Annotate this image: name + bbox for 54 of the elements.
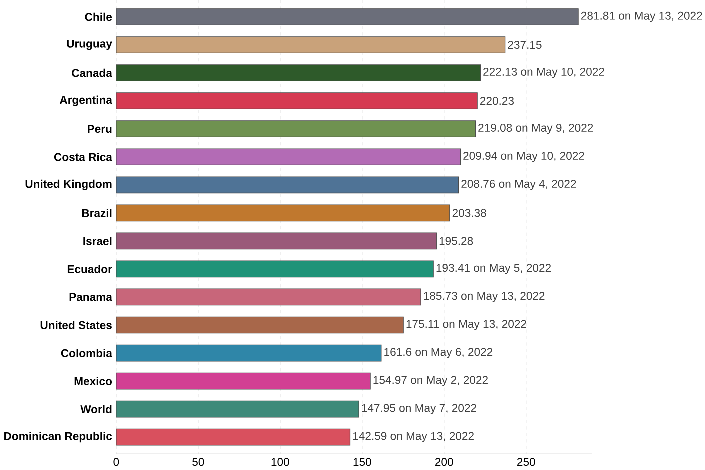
data-label: 219.08 on May 9, 2022: [478, 124, 594, 134]
data-label: 147.95 on May 7, 2022: [362, 404, 476, 414]
x-tick-label: 100: [272, 458, 290, 466]
y-tick-label: Dominican Republic: [4, 432, 112, 443]
bar: [116, 372, 371, 390]
y-tick-label: Israel: [84, 237, 112, 246]
y-tick-label: Costa Rica: [54, 153, 112, 162]
data-label: 161.6 on May 6, 2022: [384, 348, 493, 358]
x-tick-label: 50: [192, 458, 204, 466]
y-tick-label: United States: [40, 321, 112, 330]
data-label: 195.28: [440, 237, 474, 246]
y-tick-label: Colombia: [61, 349, 113, 358]
y-tick-label: Canada: [72, 68, 113, 78]
bar: [116, 92, 478, 110]
x-tick-label: 250: [518, 458, 536, 466]
bar: [116, 148, 462, 166]
bar: [116, 8, 579, 26]
y-tick-label: World: [80, 405, 112, 414]
y-tick-label: Mexico: [74, 377, 112, 386]
x-tick-label: 200: [436, 458, 454, 466]
bar: [116, 204, 450, 222]
y-tick-label: Chile: [85, 12, 112, 22]
bar: [116, 64, 481, 82]
data-label: 209.94 on May 10, 2022: [464, 152, 584, 162]
x-tick-label: 0: [114, 458, 120, 466]
data-label: 175.11 on May 13, 2022: [406, 320, 526, 330]
bar: [116, 36, 506, 54]
data-label: 154.97 on May 2, 2022: [374, 376, 488, 386]
bar: [116, 316, 404, 334]
data-label: 222.13 on May 10, 2022: [484, 68, 604, 78]
bar: [116, 120, 476, 138]
bar: [116, 176, 460, 194]
bar: [116, 260, 434, 278]
data-label: 208.76 on May 4, 2022: [462, 180, 576, 190]
bar: [116, 400, 360, 418]
bar: [116, 428, 351, 446]
data-label: 281.81 on May 13, 2022: [581, 12, 702, 22]
y-tick-label: Brazil: [82, 209, 112, 218]
y-tick-label: Uruguay: [67, 40, 112, 50]
data-label: 220.23: [480, 97, 514, 106]
bar: [116, 344, 382, 362]
data-label: 185.73 on May 13, 2022: [424, 292, 545, 302]
bar: [116, 232, 437, 250]
data-label: 237.15: [508, 41, 542, 50]
data-label: 203.38: [452, 209, 486, 218]
bar: [116, 288, 422, 306]
data-label: 142.59 on May 13, 2022: [353, 432, 474, 442]
x-tick-label: 150: [354, 458, 372, 466]
y-tick-label: Argentina: [60, 96, 113, 106]
y-tick-label: Peru: [88, 125, 112, 134]
y-tick-label: Panama: [70, 293, 113, 302]
data-label: 193.41 on May 5, 2022: [436, 264, 551, 274]
y-tick-label: Ecuador: [68, 265, 112, 274]
y-tick-label: United Kingdom: [26, 180, 112, 190]
